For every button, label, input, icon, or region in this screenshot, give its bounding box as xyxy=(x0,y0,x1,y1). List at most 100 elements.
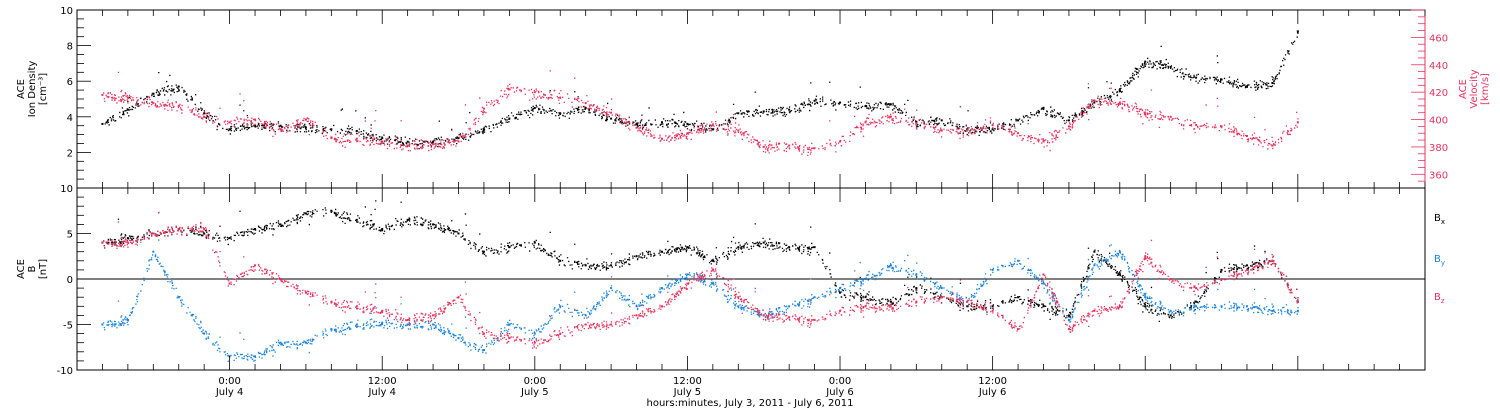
data-point xyxy=(381,321,384,324)
data-point xyxy=(559,112,562,115)
series-Bx xyxy=(101,200,1299,322)
data-point xyxy=(1067,314,1070,317)
data-point xyxy=(737,246,740,249)
data-point xyxy=(1017,328,1020,331)
data-point xyxy=(101,122,104,125)
legend-subscript: y xyxy=(1441,259,1445,267)
data-point xyxy=(635,305,638,308)
legend-subscript: x xyxy=(1441,218,1445,226)
data-point xyxy=(1017,296,1020,299)
data-point xyxy=(1195,76,1198,79)
data-point xyxy=(1118,305,1121,308)
data-point xyxy=(813,296,816,299)
data-point xyxy=(813,246,816,249)
data-point xyxy=(711,282,714,285)
data-point xyxy=(1067,119,1070,122)
x-tick-day: July 5 xyxy=(520,387,549,398)
legend-by: By xyxy=(1434,254,1445,267)
data-point xyxy=(1296,309,1299,312)
data-point xyxy=(152,232,155,235)
data-point xyxy=(1017,259,1020,262)
y-axis-label: ACEIon Density[cm⁻³] xyxy=(16,61,49,118)
data-point xyxy=(330,328,333,331)
data-point xyxy=(1042,282,1045,285)
y2-tick-label: 380 xyxy=(1429,143,1448,154)
data-point xyxy=(839,291,842,294)
y2-tick-label: 420 xyxy=(1429,88,1448,99)
data-point xyxy=(1245,305,1248,308)
data-point xyxy=(788,144,791,147)
data-point xyxy=(1093,250,1096,253)
data-point xyxy=(203,227,206,230)
data-point xyxy=(686,132,689,135)
data-scatter xyxy=(103,200,1299,322)
data-point xyxy=(1195,287,1198,290)
data-point xyxy=(228,121,231,124)
y-tick-label: 2 xyxy=(67,148,73,159)
legend-subscript: z xyxy=(1441,297,1445,305)
data-point xyxy=(584,102,587,105)
data-point xyxy=(254,227,257,230)
data-point xyxy=(126,237,129,240)
x-tick-time: 12:00 xyxy=(673,376,702,387)
y2-axis-label-line-1: Velocity xyxy=(1469,69,1480,108)
data-point xyxy=(610,287,613,290)
data-point xyxy=(254,264,257,267)
data-point xyxy=(610,111,613,114)
data-point xyxy=(966,305,969,308)
data-point xyxy=(279,278,282,280)
data-point xyxy=(406,218,409,221)
data-point xyxy=(330,136,333,139)
data-point xyxy=(330,128,333,131)
x-tick-time: 0:00 xyxy=(524,376,546,387)
data-point xyxy=(101,93,104,96)
data-point xyxy=(610,117,613,120)
data-point xyxy=(991,305,994,308)
data-point xyxy=(737,129,740,132)
y2-tick-label: 400 xyxy=(1429,116,1448,127)
data-point xyxy=(762,241,765,244)
legend-bz: Bz xyxy=(1434,292,1445,305)
data-point xyxy=(101,323,104,326)
data-point xyxy=(1093,264,1096,267)
y-axis-label-line-2: [nT] xyxy=(38,259,49,279)
y-axis-label: ACEB[nT] xyxy=(16,259,49,279)
y-axis-label-line-1: Ion Density xyxy=(27,61,38,118)
data-point xyxy=(432,223,435,226)
data-point xyxy=(839,140,842,143)
data-point xyxy=(686,273,689,276)
data-point xyxy=(1169,309,1172,312)
y-tick-label: 5 xyxy=(67,230,73,241)
data-point xyxy=(584,314,587,317)
data-point xyxy=(101,241,104,244)
data-point xyxy=(1220,305,1223,308)
plot-frame-0 xyxy=(76,9,1426,189)
data-point xyxy=(279,124,282,127)
data-point xyxy=(813,147,816,150)
data-point xyxy=(381,309,384,312)
data-point xyxy=(126,96,129,99)
data-point xyxy=(711,124,714,127)
data-point xyxy=(1067,318,1070,321)
x-tick-day: July 5 xyxy=(673,387,702,398)
data-point xyxy=(1220,268,1223,271)
data-point xyxy=(126,108,129,111)
data-point xyxy=(889,115,892,118)
data-point xyxy=(228,282,231,285)
data-point xyxy=(330,209,333,212)
data-point xyxy=(1093,309,1096,312)
data-point xyxy=(432,323,435,326)
y-tick-label: -5 xyxy=(63,321,73,332)
data-point xyxy=(889,264,892,267)
data-point xyxy=(584,264,587,267)
data-point xyxy=(559,332,562,335)
data-point xyxy=(279,223,282,226)
x-tick-day: July 6 xyxy=(978,387,1007,398)
data-point xyxy=(788,305,791,308)
data-point xyxy=(1169,115,1172,118)
x-tick-time: 12:00 xyxy=(368,376,397,387)
y-tick-label: 4 xyxy=(67,113,73,124)
y-axis-label-line-0: ACE xyxy=(16,79,27,99)
